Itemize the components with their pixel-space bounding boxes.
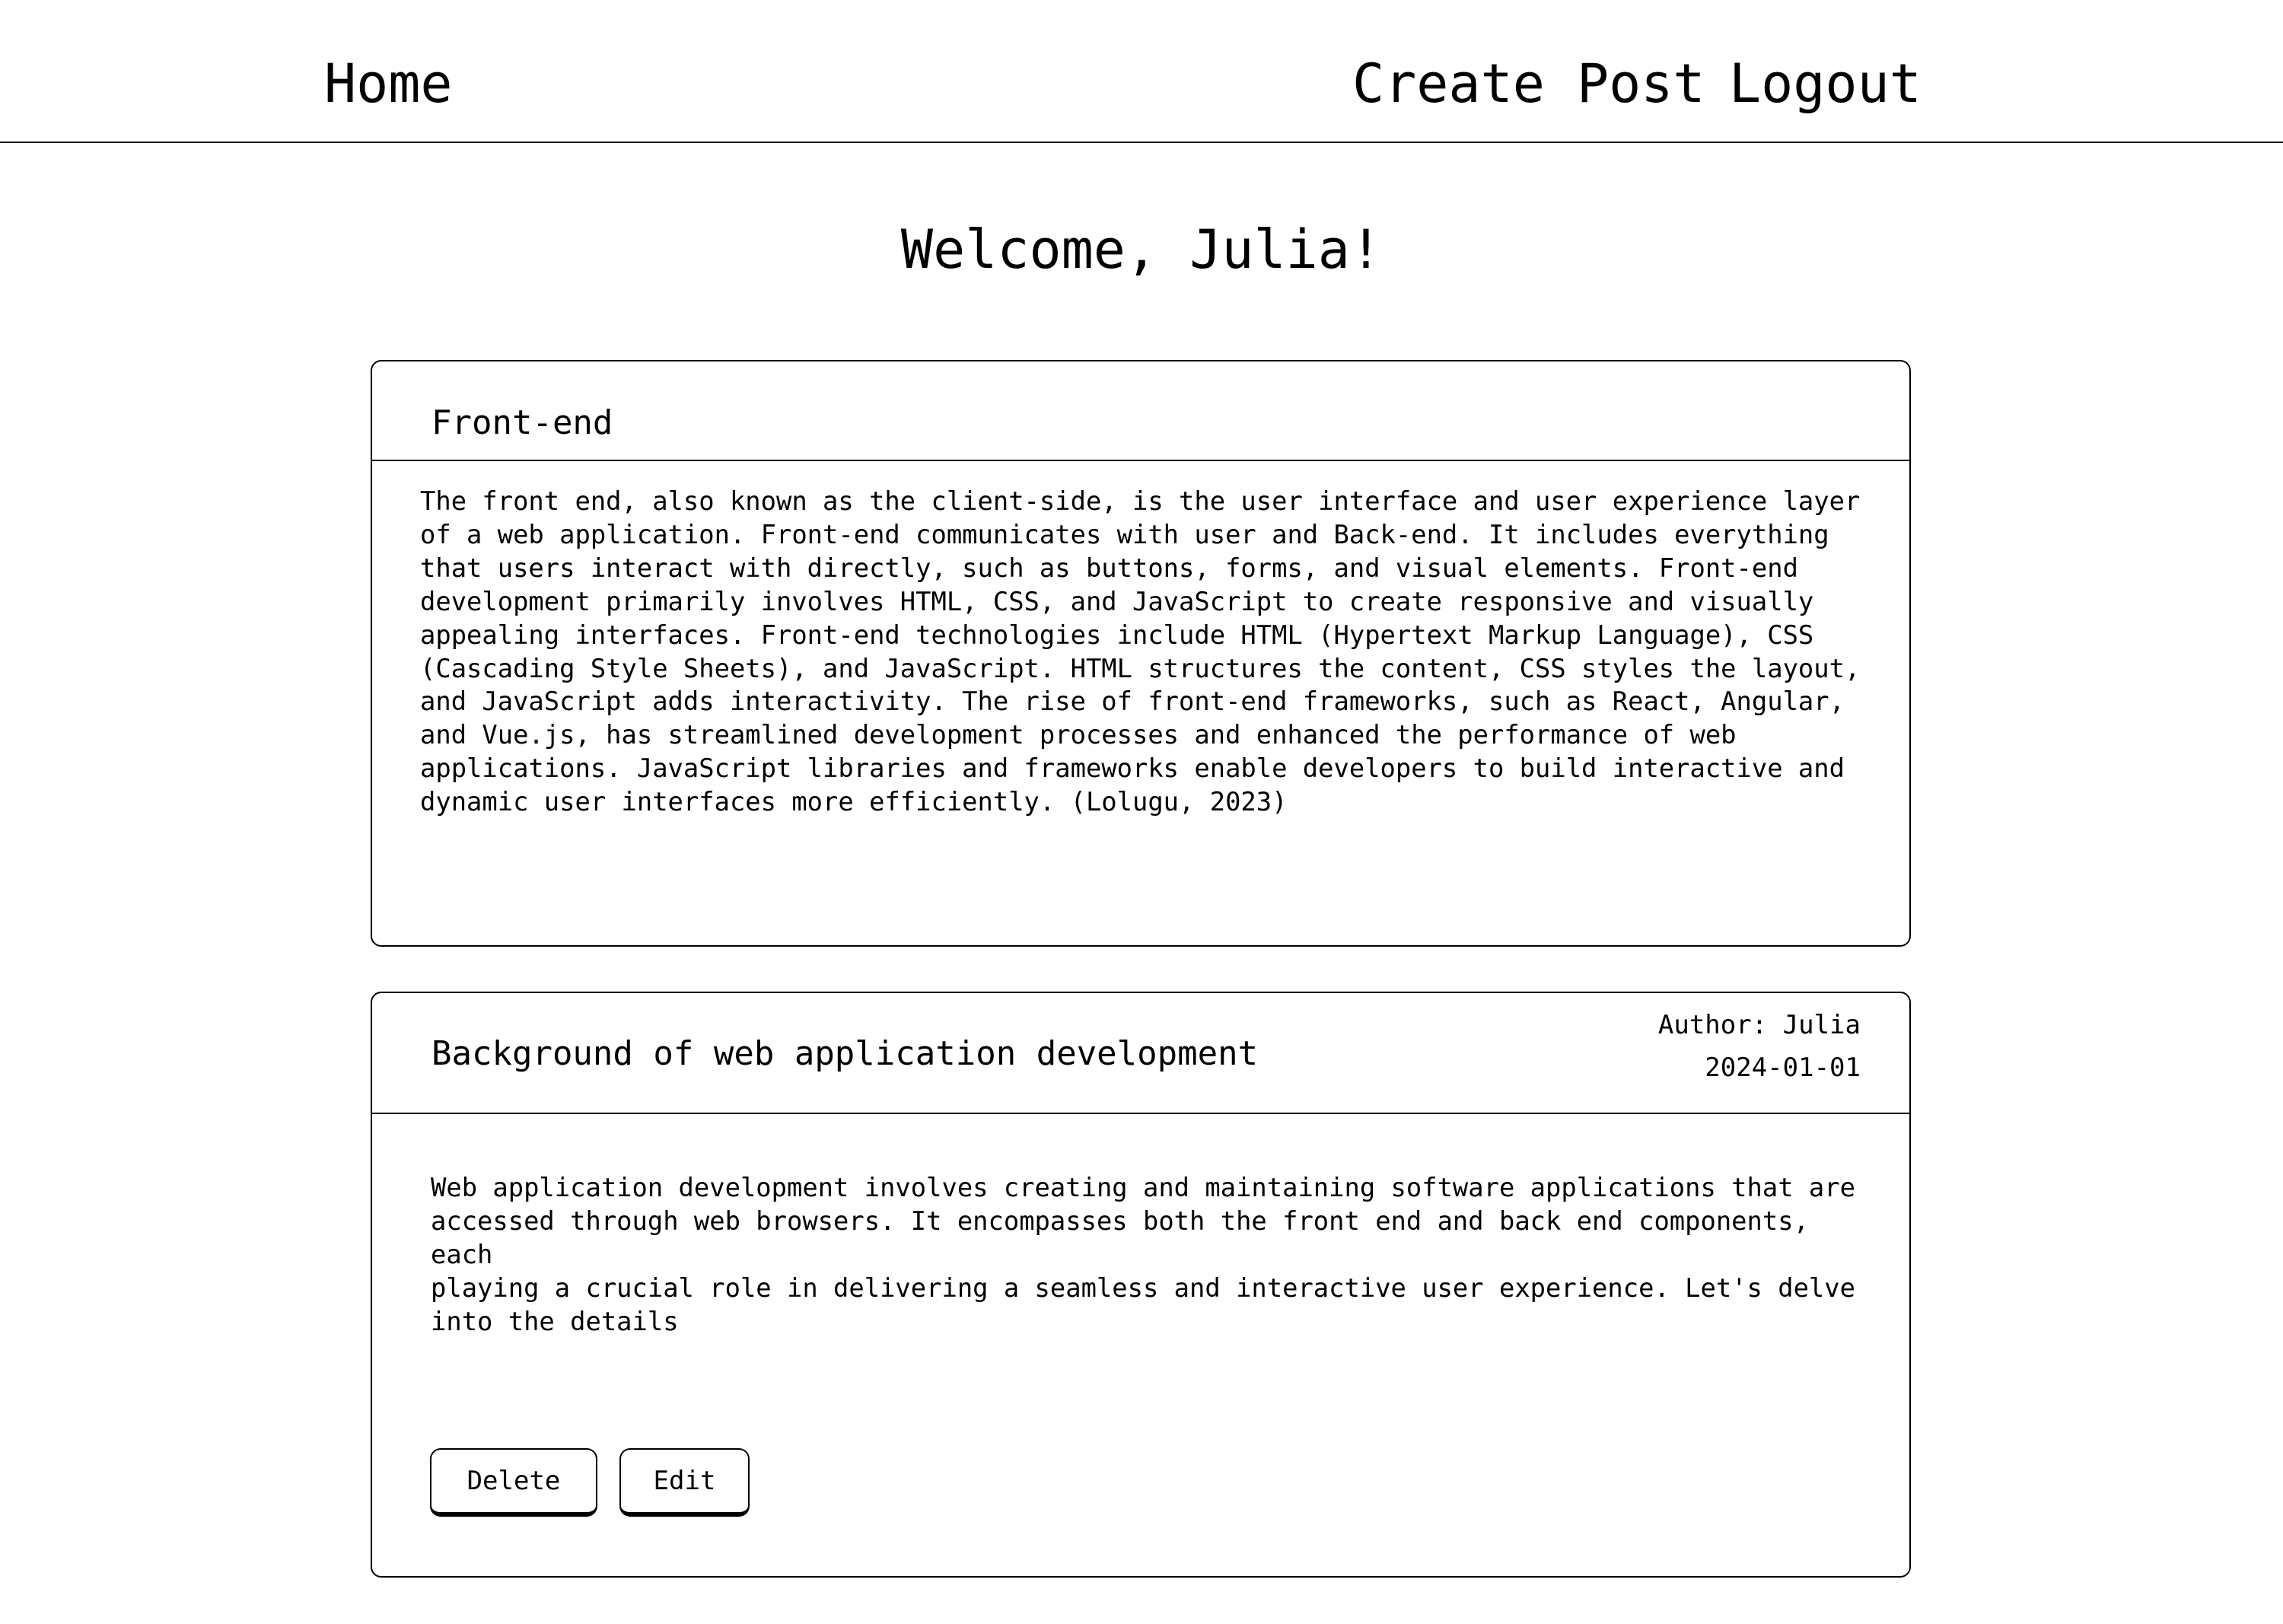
post-body: The front end, also known as the client-… (420, 486, 1861, 817)
post-card: Front-end The front end, also known as t… (371, 360, 1911, 947)
nav-logout-link[interactable]: Logout (1729, 53, 1922, 115)
post-card-header: Front-end (372, 361, 1909, 461)
post-meta: Author: Julia 2024-01-01 (1658, 1004, 1861, 1089)
post-card-header: Background of web application developmen… (372, 993, 1909, 1114)
post-title: Background of web application developmen… (431, 1034, 1259, 1073)
post-body: Web application development involves cre… (431, 1173, 1855, 1336)
nav-create-post-link[interactable]: Create Post (1352, 53, 1705, 115)
welcome-heading: Welcome, Julia! (900, 218, 1383, 281)
top-navbar: Home Create Post Logout (0, 0, 2283, 143)
post-author: Author: Julia (1657, 1010, 1861, 1040)
nav-home-link[interactable]: Home (324, 53, 453, 115)
post-card: Background of web application developmen… (371, 992, 1911, 1578)
edit-button[interactable]: Edit (619, 1448, 750, 1517)
post-date: 2024-01-01 (1705, 1052, 1861, 1083)
delete-button[interactable]: Delete (430, 1448, 597, 1517)
post-title: Front-end (431, 403, 613, 442)
